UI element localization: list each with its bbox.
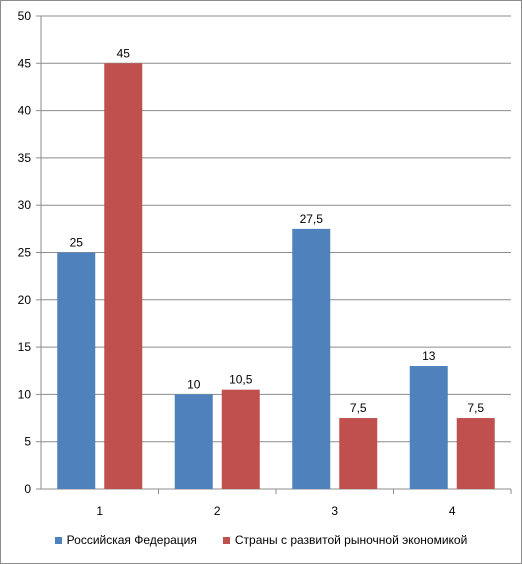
data-label: 45 — [117, 46, 131, 60]
bar-chart: 0 5 10 15 20 25 30 35 40 45 50 25 45 1 10 10,5 2 27,5 7,5 3… — [18, 9, 512, 518]
x-tick-label: 3 — [331, 504, 338, 518]
bar — [57, 252, 96, 489]
data-label: 10 — [187, 377, 201, 391]
y-tick-label: 40 — [18, 104, 32, 118]
data-label: 10,5 — [229, 373, 253, 387]
x-tick-label: 2 — [214, 504, 221, 518]
y-tick-label: 15 — [18, 340, 32, 354]
legend-label-series-1: Российская Федерация — [66, 533, 197, 547]
y-tick-label: 50 — [18, 9, 32, 23]
data-label: 13 — [422, 349, 436, 363]
data-label: 25 — [70, 236, 84, 250]
y-tick-label: 30 — [18, 198, 32, 212]
bar — [456, 418, 495, 489]
data-label: 7,5 — [350, 401, 367, 415]
legend-label-series-2: Страны с развитой рыночной экономикой — [234, 533, 468, 547]
y-tick-label: 0 — [24, 482, 31, 496]
y-tick-label: 5 — [24, 435, 31, 449]
bar — [409, 366, 448, 489]
legend: Российская Федерация Страны с развитой р… — [1, 533, 521, 547]
legend-swatch-series-2 — [222, 536, 230, 544]
legend-item-series-2: Страны с развитой рыночной экономикой — [222, 533, 468, 547]
bar — [339, 418, 378, 489]
bar — [104, 63, 143, 490]
y-tick-label: 35 — [18, 151, 32, 165]
bar — [292, 228, 331, 489]
y-tick-label: 10 — [18, 387, 32, 401]
x-tick-label: 1 — [96, 504, 103, 518]
data-label: 27,5 — [300, 212, 324, 226]
legend-swatch-series-1 — [54, 536, 62, 544]
y-tick-label: 20 — [18, 293, 32, 307]
data-label: 7,5 — [467, 401, 484, 415]
y-tick-label: 45 — [18, 56, 32, 70]
x-tick-label: 4 — [449, 504, 456, 518]
y-tick-label: 25 — [18, 246, 32, 260]
bar — [221, 389, 260, 489]
legend-item-series-1: Российская Федерация — [54, 533, 197, 547]
bar — [174, 394, 213, 489]
